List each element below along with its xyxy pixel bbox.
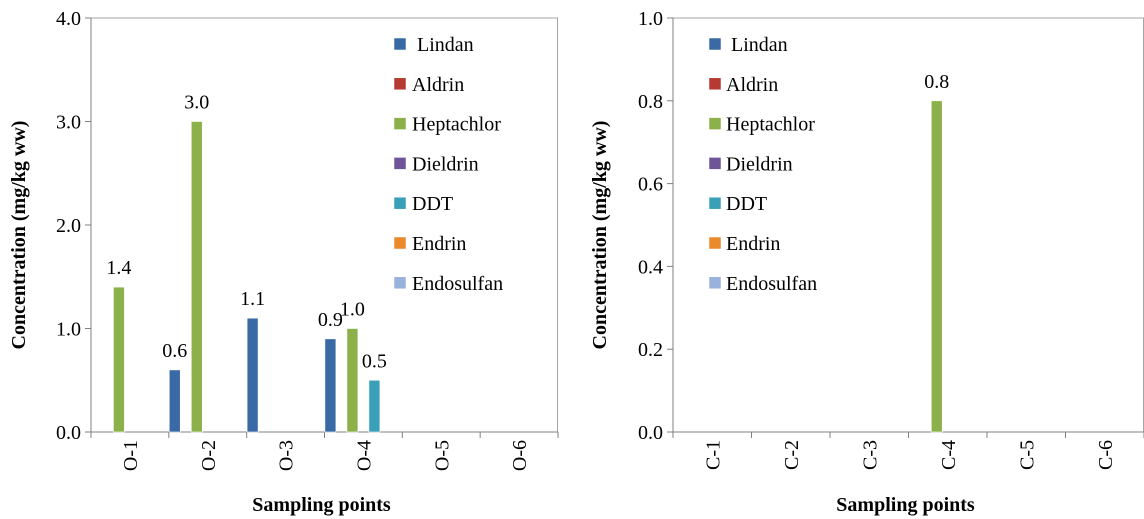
- legend-swatch-ddt: [393, 196, 407, 210]
- x-tick-label: O-3: [276, 440, 298, 471]
- y-axis-title: Concentration (mg/kg ww): [589, 121, 611, 350]
- legend-swatch-endrin: [393, 236, 407, 250]
- x-axis-title: Sampling points: [836, 494, 975, 516]
- legend-swatch-heptachlor: [393, 117, 407, 130]
- y-tick-label: 3.0: [56, 112, 81, 134]
- data-label: 0.9: [318, 309, 343, 331]
- legend-swatch-ddt: [708, 196, 722, 210]
- legend-swatch-endrin: [708, 236, 722, 250]
- legend-label-heptachlor: Heptachlor: [726, 114, 815, 136]
- bar-lindan: [168, 369, 181, 433]
- data-label: 3.0: [184, 92, 209, 114]
- data-label: 0.8: [924, 71, 949, 93]
- x-tick-label: O-4: [353, 440, 375, 471]
- legend-swatch-endosulfan: [708, 276, 722, 290]
- data-label: 0.6: [162, 340, 187, 362]
- data-label: 0.5: [362, 350, 387, 372]
- chart-right: 0.0 0.2 0.4 0.6 0.8 1.0 C-1 C-2 C-3 C-4 C-5 C-6 0.8 S…: [589, 8, 1144, 516]
- legend-swatch-lindan: [708, 37, 722, 51]
- chart-left: 0.0 1.0 2.0 3.0 4.0 O-1 O-2 O-3 O-4 O-5 O-6 1.4 0.6 3…: [8, 8, 559, 516]
- legend-label-heptachlor: Heptachlor: [412, 114, 501, 136]
- legend-swatch-endosulfan: [393, 276, 407, 290]
- legend-label-lindan: Lindan: [731, 34, 788, 56]
- y-tick-label: 0.2: [638, 339, 663, 361]
- legend-swatch-dieldrin: [708, 157, 722, 170]
- y-tick-label: 1.0: [638, 8, 663, 30]
- y-tick-label: 0.0: [638, 422, 663, 444]
- x-tick-label: O-6: [509, 440, 531, 471]
- legend-label-ddt: DDT: [726, 193, 767, 215]
- y-tick-label: 4.0: [56, 8, 81, 30]
- legend-label-endrin: Endrin: [412, 233, 466, 255]
- legend-label-aldrin: Aldrin: [412, 74, 464, 96]
- y-tick-label: 0.0: [56, 422, 81, 444]
- y-tick-label: 1.0: [56, 319, 81, 341]
- legend-swatch-aldrin: [393, 77, 407, 91]
- legend-swatch-lindan: [393, 37, 407, 51]
- bar-lindan: [324, 338, 337, 433]
- x-tick-label: C-3: [859, 440, 881, 470]
- x-tick-label: O-1: [120, 440, 142, 471]
- x-tick-label: C-6: [1095, 440, 1117, 470]
- x-tick-label: C-1: [702, 440, 724, 470]
- x-tick-label: O-5: [431, 440, 453, 471]
- legend-label-dieldrin: Dieldrin: [726, 153, 793, 175]
- bar-ddt: [368, 379, 381, 433]
- bar-heptachlor: [930, 100, 943, 433]
- legend-label-dieldrin: Dieldrin: [412, 153, 479, 175]
- legend-label-aldrin: Aldrin: [726, 74, 778, 96]
- legend-swatch-dieldrin: [393, 157, 407, 170]
- data-label: 1.1: [240, 288, 265, 310]
- legend-label-endrin: Endrin: [726, 233, 780, 255]
- x-tick-label: C-5: [1016, 440, 1038, 470]
- y-tick-label: 0.8: [638, 91, 663, 113]
- legend-swatch-aldrin: [708, 77, 722, 91]
- x-axis-title: Sampling points: [252, 494, 391, 516]
- legend-label-ddt: DDT: [412, 193, 453, 215]
- y-tick-label: 0.4: [638, 256, 663, 278]
- x-tick-label: C-2: [781, 440, 803, 470]
- bar-heptachlor: [190, 121, 203, 433]
- bar-lindan: [246, 317, 259, 433]
- legend-label-lindan: Lindan: [417, 34, 474, 56]
- data-label: 1.4: [106, 257, 131, 279]
- legend-swatch-heptachlor: [708, 117, 722, 130]
- bar-heptachlor: [113, 286, 125, 433]
- data-label: 1.0: [340, 299, 365, 321]
- x-tick-label: O-2: [198, 440, 220, 471]
- legend-label-endosulfan: Endosulfan: [726, 273, 817, 295]
- y-tick-label: 0.6: [638, 174, 663, 196]
- legend-label-endosulfan: Endosulfan: [412, 273, 503, 295]
- x-tick-label: C-4: [938, 440, 960, 470]
- bar-heptachlor: [346, 328, 359, 433]
- y-axis-title: Concentration (mg/kg ww): [8, 121, 30, 350]
- y-tick-label: 2.0: [56, 215, 81, 237]
